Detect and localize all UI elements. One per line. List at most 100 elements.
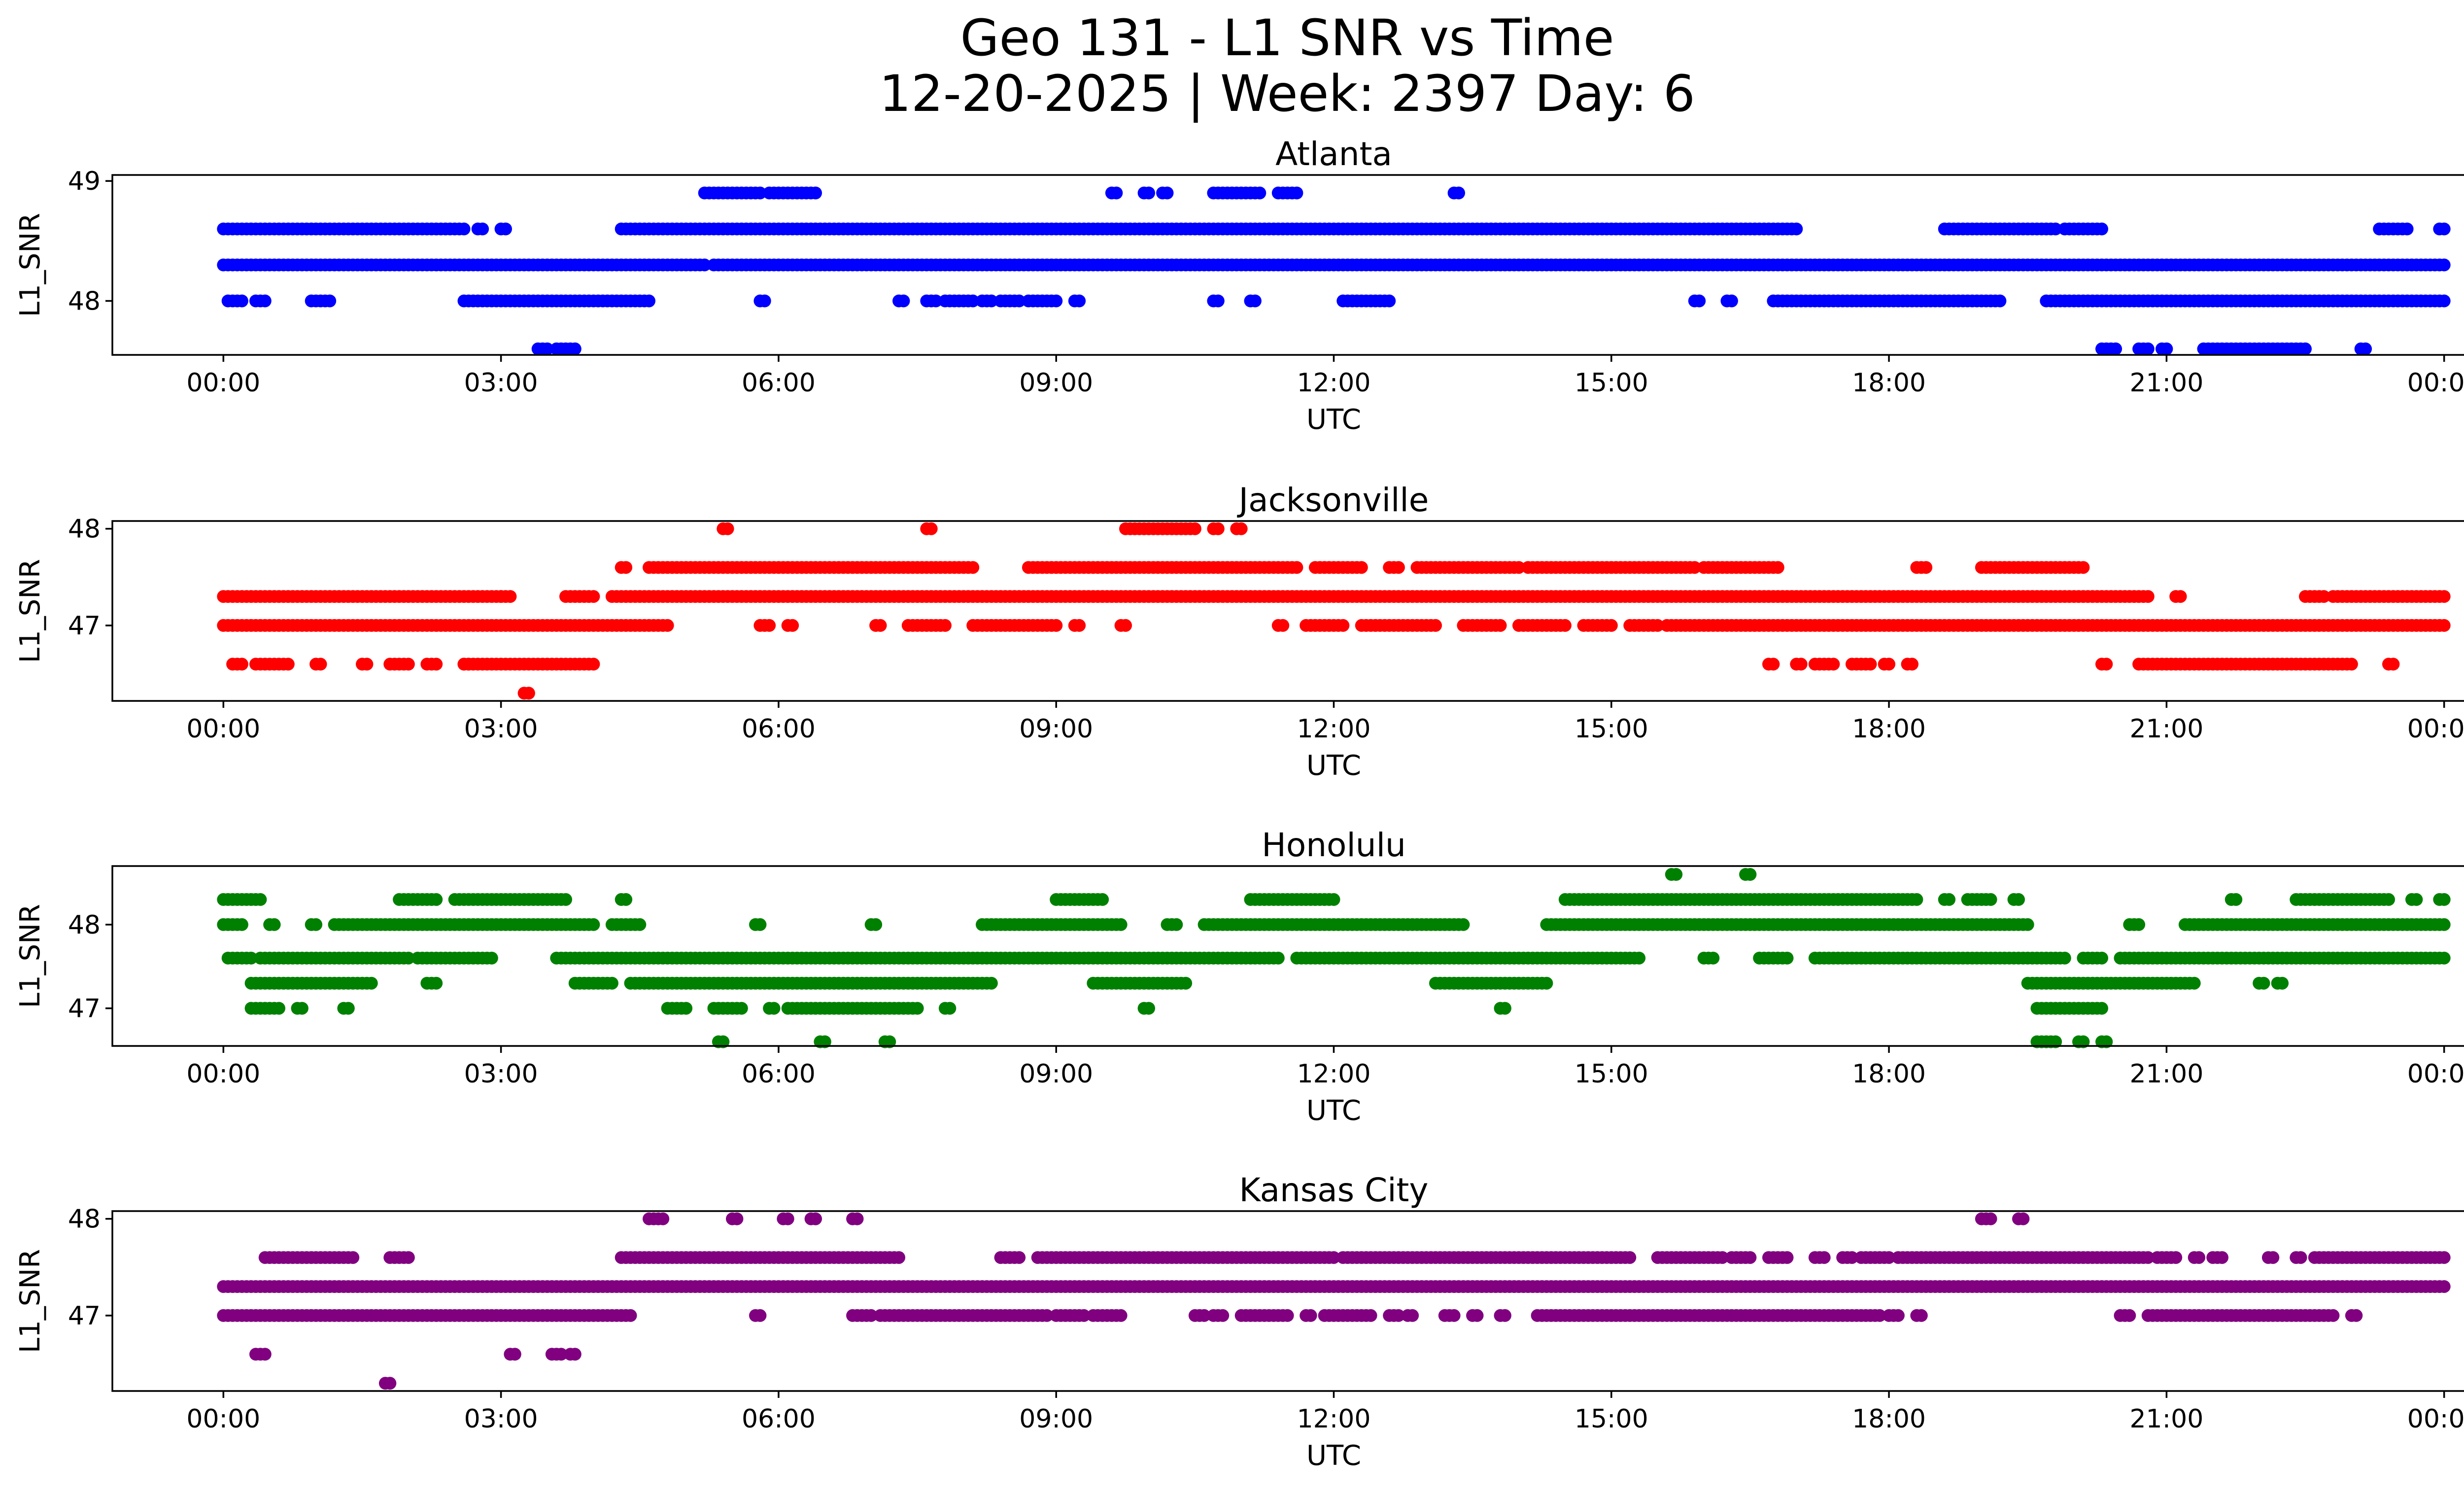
data-point <box>1882 658 1896 671</box>
data-point <box>1846 1251 1858 1264</box>
data-point <box>1919 561 1933 574</box>
data-point <box>295 1002 308 1015</box>
data-point <box>1693 294 1706 308</box>
data-point <box>1882 1251 1896 1264</box>
data-point <box>929 294 943 308</box>
data-point <box>809 186 822 200</box>
scatter-points <box>217 868 2451 1048</box>
data-point <box>763 619 776 632</box>
data-point <box>2100 658 2113 671</box>
data-point <box>258 294 272 308</box>
x-tick-label: 21:00 <box>2129 714 2203 744</box>
data-point <box>323 294 337 308</box>
x-tick-label: 00:00 <box>2407 1059 2464 1089</box>
subplot-title: Kansas City <box>1239 1171 1429 1209</box>
data-point <box>1170 918 1183 931</box>
data-point <box>2049 1035 2062 1048</box>
data-point <box>2327 1309 2340 1322</box>
y-axis-label: L1_SNR <box>14 213 46 317</box>
data-point <box>2017 1212 2030 1225</box>
x-tick-label: 12:00 <box>1297 368 1371 398</box>
data-point <box>1429 619 1442 632</box>
data-point <box>619 893 633 906</box>
x-tick-label: 15:00 <box>1574 1404 1648 1434</box>
data-point <box>1327 893 1340 906</box>
data-point <box>1119 619 1132 632</box>
x-axis-label: UTC <box>1306 750 1361 782</box>
data-point <box>1512 561 1525 574</box>
data-point <box>2077 1035 2090 1048</box>
x-tick-label: 00:00 <box>186 368 260 398</box>
data-point <box>2345 658 2358 671</box>
data-point <box>1452 186 1465 200</box>
data-point <box>786 619 799 632</box>
x-tick-label: 12:00 <box>1297 714 1371 744</box>
data-point <box>559 893 572 906</box>
data-point <box>2437 590 2451 603</box>
x-tick-label: 18:00 <box>1852 1059 1926 1089</box>
data-point <box>541 342 554 355</box>
data-point <box>966 294 980 308</box>
y-tick-label: 47 <box>68 994 101 1024</box>
data-point <box>767 1002 781 1015</box>
x-tick-label: 21:00 <box>2129 1404 2203 1434</box>
data-point <box>1780 1251 1794 1264</box>
data-point <box>1114 918 1128 931</box>
data-point <box>430 976 443 990</box>
plot-frame <box>111 1210 2464 1392</box>
data-point <box>587 590 600 603</box>
data-point <box>476 222 489 236</box>
data-point <box>1498 1002 1511 1015</box>
x-tick-label: 09:00 <box>1019 1404 1093 1434</box>
data-point <box>735 1002 748 1015</box>
data-point <box>2382 893 2395 906</box>
data-point <box>781 1212 794 1225</box>
data-point <box>1494 619 1507 632</box>
data-point <box>1873 1309 1886 1322</box>
data-point <box>1013 1251 1026 1264</box>
data-point <box>1179 976 1193 990</box>
x-axis-label: UTC <box>1306 1440 1361 1472</box>
data-point <box>554 1348 568 1361</box>
data-point <box>656 1212 670 1225</box>
data-point <box>1290 186 1303 200</box>
data-point <box>1304 1309 1317 1322</box>
subplot-title: Honolulu <box>1262 826 1406 864</box>
data-point <box>522 687 535 700</box>
data-point <box>2229 893 2243 906</box>
data-point <box>624 1309 637 1322</box>
data-point <box>1993 294 2007 308</box>
data-point <box>938 619 952 632</box>
data-point <box>1211 522 1225 535</box>
data-point <box>924 522 938 535</box>
y-axis-label: L1_SNR <box>14 904 46 1008</box>
data-point <box>643 294 655 308</box>
x-tick-label: 00:00 <box>186 1059 260 1089</box>
data-point <box>2077 561 2090 574</box>
data-point <box>753 918 767 931</box>
data-point <box>2169 1251 2183 1264</box>
data-point <box>430 658 443 671</box>
y-tick-label: 48 <box>68 515 101 544</box>
data-point <box>365 976 378 990</box>
data-point <box>2400 222 2414 236</box>
data-point <box>897 294 910 308</box>
data-point <box>943 1002 957 1015</box>
data-point <box>2160 342 2173 355</box>
data-point <box>2437 619 2451 632</box>
data-point <box>1327 1251 1340 1264</box>
subplot-title: Jacksonville <box>1237 481 1429 519</box>
data-point <box>1447 1309 1461 1322</box>
data-point <box>314 658 327 671</box>
data-point <box>2437 222 2451 236</box>
x-tick-label: 21:00 <box>2129 368 2203 398</box>
data-point <box>1392 1309 1405 1322</box>
data-point <box>730 1212 744 1225</box>
data-point <box>2123 1309 2136 1322</box>
data-point <box>2437 294 2451 308</box>
scatter-points <box>217 186 2451 355</box>
data-point <box>851 1212 864 1225</box>
data-point <box>1114 1309 1128 1322</box>
